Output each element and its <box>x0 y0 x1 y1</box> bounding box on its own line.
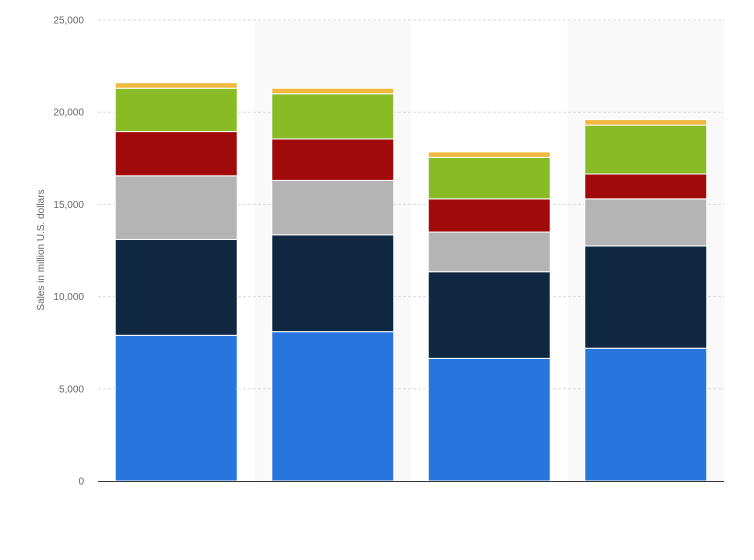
bar-segment-s2-c1 <box>271 179 395 236</box>
bar-segment-s1-c3 <box>584 245 708 349</box>
y-tick-label: 15,000 <box>53 200 84 211</box>
bar-stack-1 <box>271 87 395 482</box>
bar-segment-s2-c0 <box>114 175 238 240</box>
bar-segment-s2-c2 <box>427 231 551 273</box>
bar-segment-s0-c0 <box>114 334 238 482</box>
bar-segment-s3-c3 <box>584 173 708 200</box>
y-tick-label: 0 <box>78 477 84 488</box>
y-tick-label: 25,000 <box>53 16 84 27</box>
bar-segment-s2-c3 <box>584 198 708 247</box>
bar-segment-s1-c2 <box>427 271 551 359</box>
bar-stack-0 <box>114 82 238 482</box>
y-axis-title: Sales in million U.S. dollars <box>36 189 47 310</box>
y-tick-label: 20,000 <box>53 108 84 119</box>
bar-segment-s5-c3 <box>584 119 708 126</box>
bar-segment-s4-c3 <box>584 124 708 175</box>
bar-segment-s4-c1 <box>271 93 395 140</box>
bar-stack-2 <box>427 151 551 482</box>
bar-segment-s0-c3 <box>584 347 708 482</box>
bar-stack-3 <box>584 119 708 482</box>
bar-segment-s1-c1 <box>271 234 395 333</box>
bar-segment-s0-c1 <box>271 331 395 482</box>
bar-segment-s5-c1 <box>271 87 395 95</box>
bar-stacks <box>114 82 708 482</box>
axes: 0 5,000 10,000 15,000 20,000 25,000 <box>53 16 724 488</box>
bar-segment-s4-c0 <box>114 87 238 133</box>
bar-segment-s5-c2 <box>427 151 551 158</box>
y-tick-label: 5,000 <box>59 384 84 395</box>
bar-segment-s4-c2 <box>427 156 551 200</box>
y-tick-label: 10,000 <box>53 292 84 303</box>
bar-segment-s1-c0 <box>114 238 238 336</box>
bar-segment-s5-c0 <box>114 82 238 89</box>
bar-segment-s3-c0 <box>114 131 238 177</box>
bar-segment-s3-c1 <box>271 138 395 181</box>
bar-segment-s3-c2 <box>427 198 551 233</box>
bar-segment-s0-c2 <box>427 357 551 482</box>
